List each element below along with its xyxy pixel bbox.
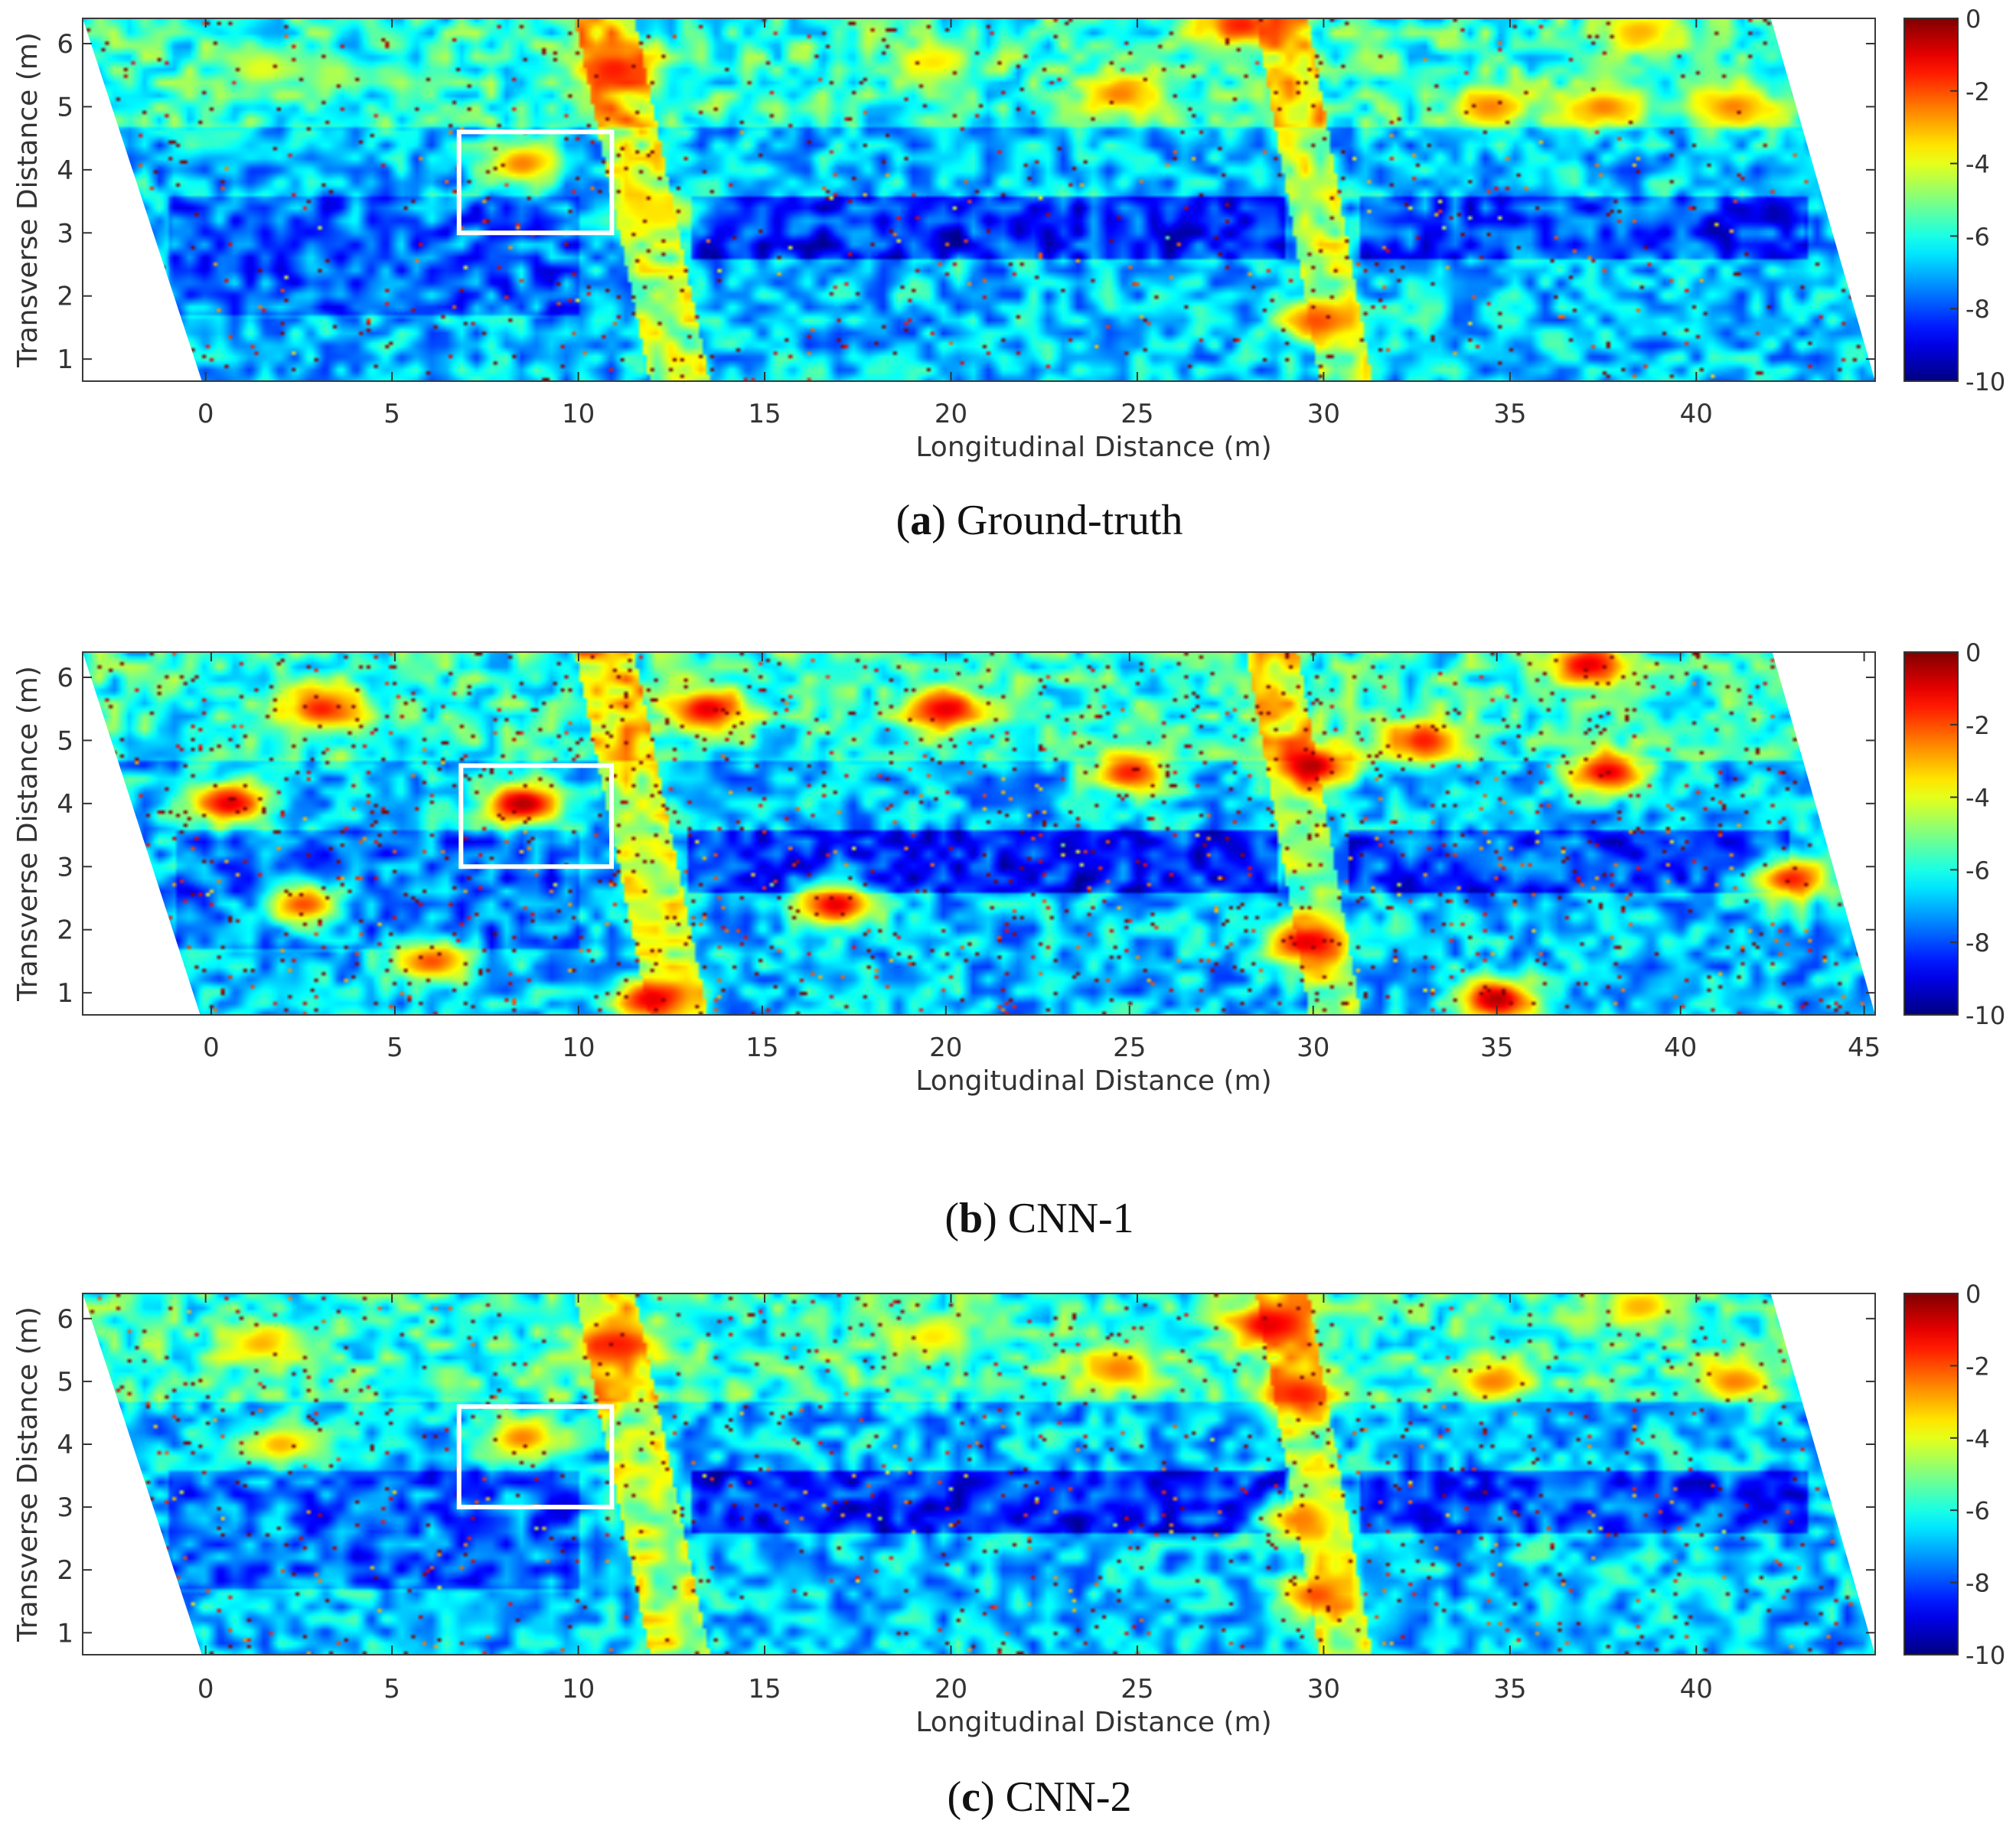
y-tick-label: 6 (57, 1304, 73, 1335)
y-tick-label: 5 (57, 92, 73, 122)
y-tick-label: 5 (57, 1367, 73, 1398)
x-tick-label: 5 (387, 1032, 403, 1063)
plot-frame (82, 18, 1876, 382)
colorbar-tick-label: -6 (1965, 222, 1990, 251)
x-tick-label: 0 (203, 1032, 220, 1063)
y-tick-label: 6 (57, 29, 73, 60)
x-tick-label: 40 (1680, 399, 1713, 429)
x-tick-label: 5 (383, 1674, 400, 1704)
colorbar-tick-label: 0 (1965, 5, 1981, 34)
region-box (456, 129, 615, 236)
x-tick-label: 30 (1307, 399, 1340, 429)
heatmap-image (83, 1293, 1875, 1655)
panel-caption: (a) Ground-truth (896, 497, 1183, 544)
region-box (458, 763, 615, 869)
colorbar-tick-label: -6 (1965, 1496, 1990, 1525)
y-tick-label: 4 (57, 1430, 73, 1460)
colorbar-tick-label: -4 (1965, 784, 1990, 813)
colorbar-tick-label: -10 (1965, 367, 2005, 396)
x-tick-label: 5 (383, 399, 400, 429)
y-tick-label: 3 (57, 852, 73, 882)
colorbar-tick-label: -2 (1965, 77, 1990, 106)
plot-frame (82, 651, 1876, 1016)
colorbar-tick-label: -2 (1965, 1352, 1990, 1381)
caption-letter: a (910, 497, 931, 544)
x-tick-label: 0 (197, 1674, 214, 1704)
x-tick-label: 35 (1480, 1032, 1513, 1063)
y-tick-label: 6 (57, 663, 73, 693)
panel-a: 0 5 10 15 20 25 30 35 40 1 2 3 4 5 6 Longitudinal Dista… (12, 5, 2005, 544)
heatmap-image (83, 18, 1875, 381)
x-axis-label: Longitudinal Distance (m) (915, 432, 1271, 463)
x-tick-label: 25 (1121, 399, 1153, 429)
x-tick-label: 10 (562, 1674, 595, 1704)
x-tick-label: 40 (1664, 1032, 1697, 1063)
colorbar-tick-label: 0 (1965, 638, 1981, 667)
x-tick-label: 40 (1680, 1674, 1713, 1704)
heatmap-image (83, 652, 1875, 1015)
colorbar-tick-label: -10 (1965, 1641, 2005, 1670)
x-tick-label: 25 (1113, 1032, 1146, 1063)
y-tick-label: 2 (57, 282, 73, 312)
colorbar (1903, 1293, 1959, 1655)
x-tick-label: 0 (197, 399, 214, 429)
colorbar-tick-label: -4 (1965, 1424, 1990, 1453)
x-tick-label: 10 (562, 399, 595, 429)
y-axis-label: Transverse Distance (m) (12, 666, 44, 1002)
x-axis-label: Longitudinal Distance (m) (915, 1707, 1271, 1738)
x-tick-label: 15 (745, 1032, 778, 1063)
x-tick-label: 20 (935, 1674, 967, 1704)
x-tick-label: 35 (1493, 1674, 1526, 1704)
colorbar-tick-label: -8 (1965, 295, 1990, 324)
x-tick-label: 25 (1121, 1674, 1153, 1704)
panel-caption: (c) CNN-2 (947, 1773, 1131, 1821)
x-tick-label: 20 (935, 399, 967, 429)
colorbar (1903, 18, 1959, 382)
caption-letter: c (961, 1773, 980, 1821)
y-tick-label: 5 (57, 726, 73, 756)
x-axis-label: Longitudinal Distance (m) (915, 1065, 1271, 1097)
colorbar-tick-label: 0 (1965, 1280, 1981, 1309)
x-tick-label: 15 (748, 1674, 781, 1704)
colorbar-tick-label: -8 (1965, 928, 1990, 957)
y-tick-label: 1 (57, 1618, 73, 1649)
x-tick-label: 45 (1848, 1032, 1881, 1063)
colorbar-tick-label: -8 (1965, 1569, 1990, 1598)
y-tick-label: 2 (57, 915, 73, 946)
colorbar (1903, 651, 1959, 1016)
plot-frame (82, 1293, 1876, 1655)
y-tick-label: 1 (57, 344, 73, 375)
y-tick-label: 3 (57, 1492, 73, 1523)
y-tick-label: 3 (57, 218, 73, 249)
y-tick-label: 4 (57, 789, 73, 820)
panel-caption: (b) CNN-1 (944, 1195, 1134, 1242)
region-box (456, 1404, 615, 1510)
y-tick-label: 4 (57, 155, 73, 186)
x-tick-label: 30 (1297, 1032, 1329, 1063)
y-tick-label: 1 (57, 978, 73, 1009)
colorbar-tick-label: -2 (1965, 711, 1990, 740)
y-axis-label: Transverse Distance (m) (12, 1306, 44, 1642)
y-tick-label: 2 (57, 1555, 73, 1586)
caption-letter: b (959, 1195, 983, 1242)
x-tick-label: 10 (562, 1032, 595, 1063)
x-tick-label: 30 (1307, 1674, 1340, 1704)
colorbar-tick-label: -6 (1965, 856, 1990, 885)
x-tick-label: 15 (748, 399, 781, 429)
colorbar-tick-label: -4 (1965, 150, 1990, 179)
y-axis-label: Transverse Distance (m) (12, 32, 44, 368)
x-tick-label: 35 (1493, 399, 1526, 429)
x-tick-label: 20 (929, 1032, 962, 1063)
colorbar-tick-label: -10 (1965, 1001, 2005, 1030)
panel-c: 0 5 10 15 20 25 30 35 40 1 2 3 4 5 6 Longitudinal Dista… (12, 1280, 2005, 1821)
